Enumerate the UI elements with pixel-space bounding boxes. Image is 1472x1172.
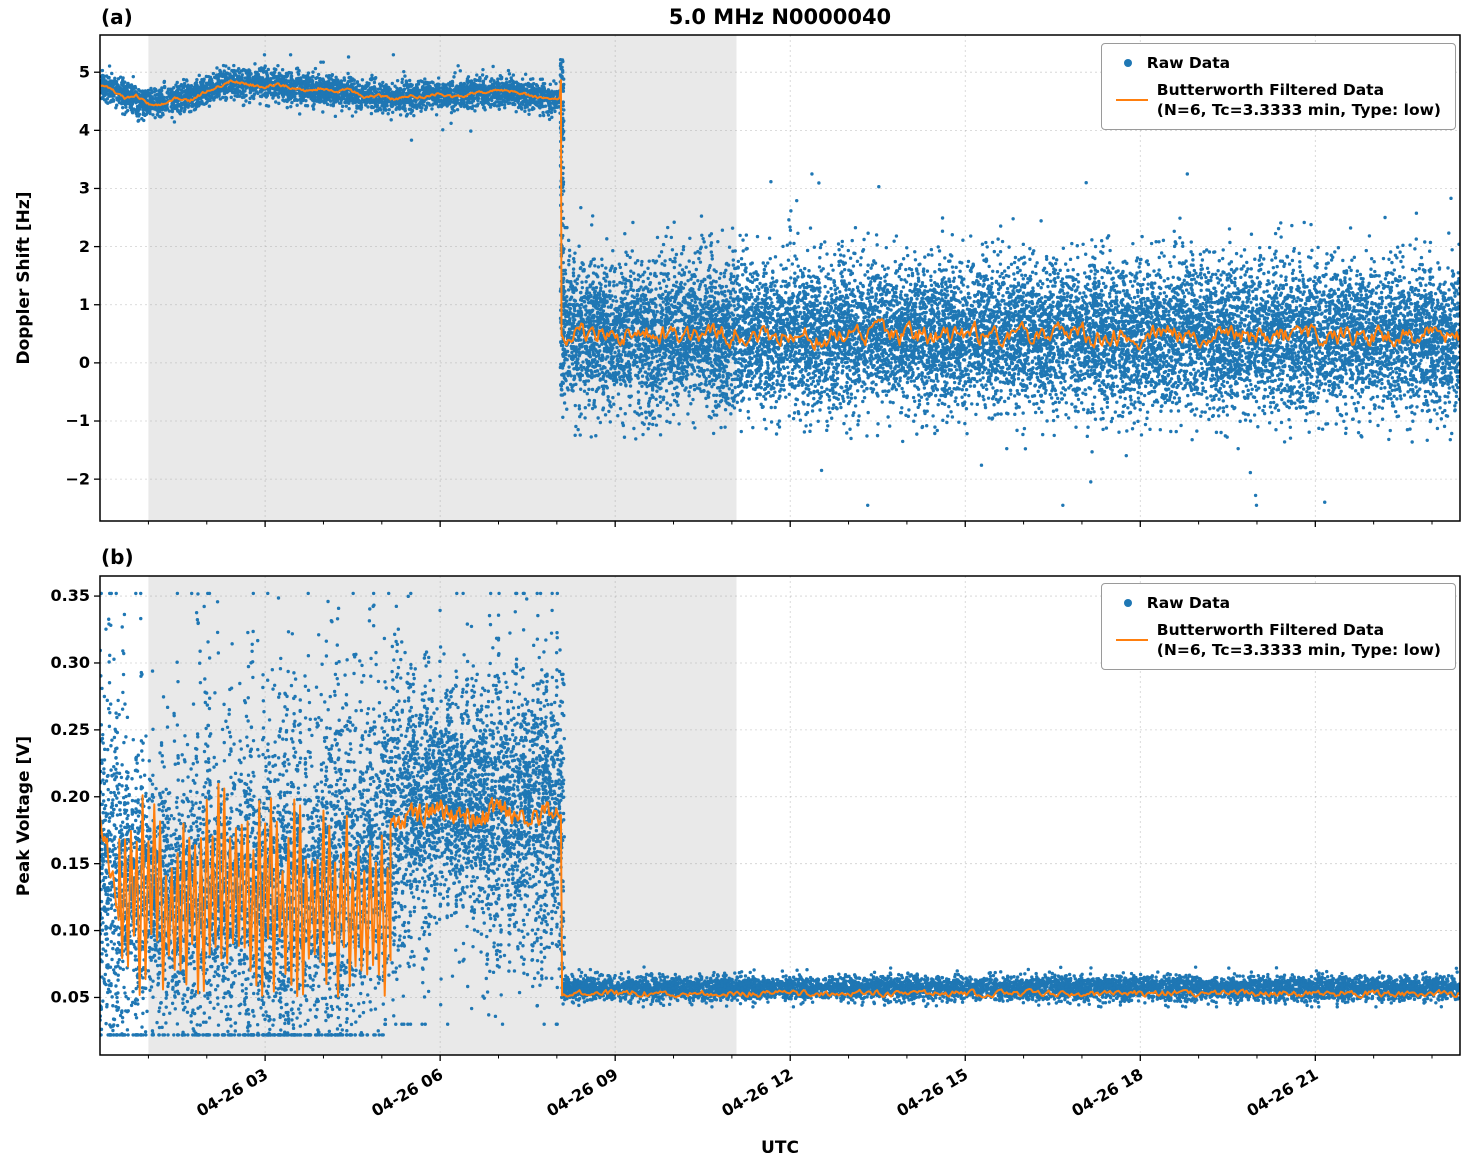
filtered-line-marker-icon <box>1115 99 1148 102</box>
legend-raw-label: Raw Data <box>1146 594 1231 612</box>
legend-panel-b: Raw Data Butterworth Filtered Data (N=6,… <box>1100 583 1456 671</box>
x-axis-label: UTC <box>761 1138 799 1158</box>
raw-data-marker-icon <box>1123 599 1132 608</box>
legend-filtered-row: Butterworth Filtered Data (N=6, Tc=3.333… <box>1115 620 1441 660</box>
legend-filtered-label-line2: (N=6, Tc=3.3333 min, Type: low) <box>1156 101 1441 120</box>
legend-filtered-label: Butterworth Filtered Data (N=6, Tc=3.333… <box>1157 80 1441 120</box>
filtered-line-marker-icon <box>1115 639 1148 642</box>
legend-raw-label: Raw Data <box>1146 54 1231 72</box>
legend-filtered-label: Butterworth Filtered Data (N=6, Tc=3.333… <box>1157 620 1441 660</box>
y-axis-label-voltage: Peak Voltage [V] <box>14 735 34 897</box>
chart-title: 5.0 MHz N0000040 <box>668 5 892 29</box>
panel-b-label: (b) <box>101 545 134 569</box>
legend-raw-row: Raw Data <box>1116 593 1441 613</box>
legend-raw-row: Raw Data <box>1116 53 1441 73</box>
panel-a-label: (a) <box>101 5 133 29</box>
legend-panel-a: Raw Data Butterworth Filtered Data (N=6,… <box>1100 43 1456 131</box>
legend-filtered-label-line1: Butterworth Filtered Data <box>1156 621 1385 640</box>
legend-filtered-row: Butterworth Filtered Data (N=6, Tc=3.333… <box>1115 80 1441 120</box>
raw-data-marker-icon <box>1123 59 1132 68</box>
legend-filtered-label-line1: Butterworth Filtered Data <box>1156 81 1385 100</box>
legend-filtered-label-line2: (N=6, Tc=3.3333 min, Type: low) <box>1156 641 1441 660</box>
y-axis-label-doppler: Doppler Shift [Hz] <box>14 191 34 365</box>
